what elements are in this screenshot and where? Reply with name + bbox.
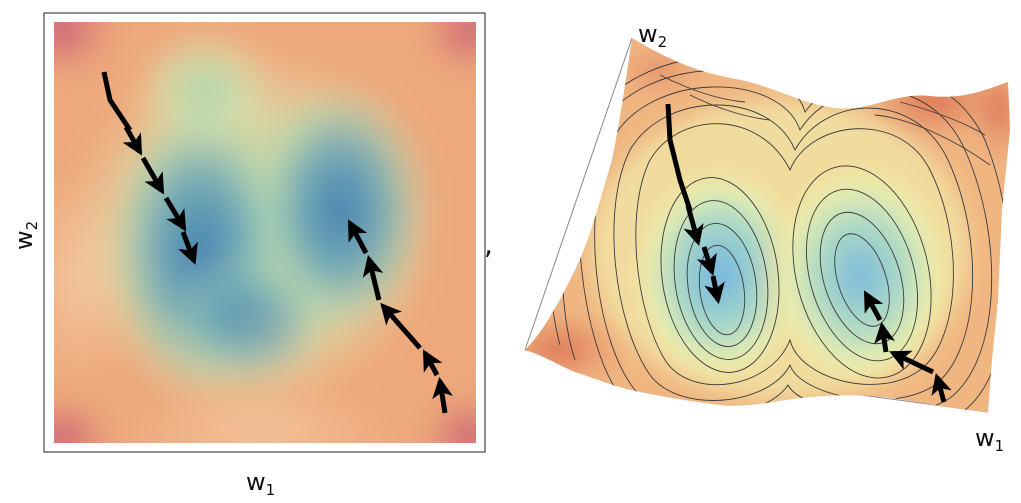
left-y-axis-subscript: 2 [23,221,41,231]
right-path-2 [863,290,952,403]
right-x-axis-label: w1 [975,424,1004,455]
right-x-axis-subscript: 1 [995,437,1005,455]
left-y-axis-letter: w [10,230,38,250]
right-y-axis-subscript: 2 [658,33,668,51]
box-edge-left [524,37,633,351]
right-surface [525,38,1010,412]
left-path-1 [101,71,198,265]
right-surface-panel: w2 w1 [524,20,1010,455]
left-path-2 [347,219,453,414]
left-x-axis-letter: w [246,468,266,496]
left-y-axis-label: w2 [10,221,41,250]
right-y-axis-letter: w [638,20,658,48]
separator-comma: , [484,228,493,261]
right-y-axis-label: w2 [638,20,667,51]
right-path-1 [665,103,725,305]
left-x-axis-subscript: 1 [266,481,276,499]
left-heatmap-panel: w1 w2 [10,12,486,499]
left-x-axis-label: w1 [246,468,275,499]
left-heatmap [54,22,476,443]
right-x-axis-letter: w [975,424,995,452]
